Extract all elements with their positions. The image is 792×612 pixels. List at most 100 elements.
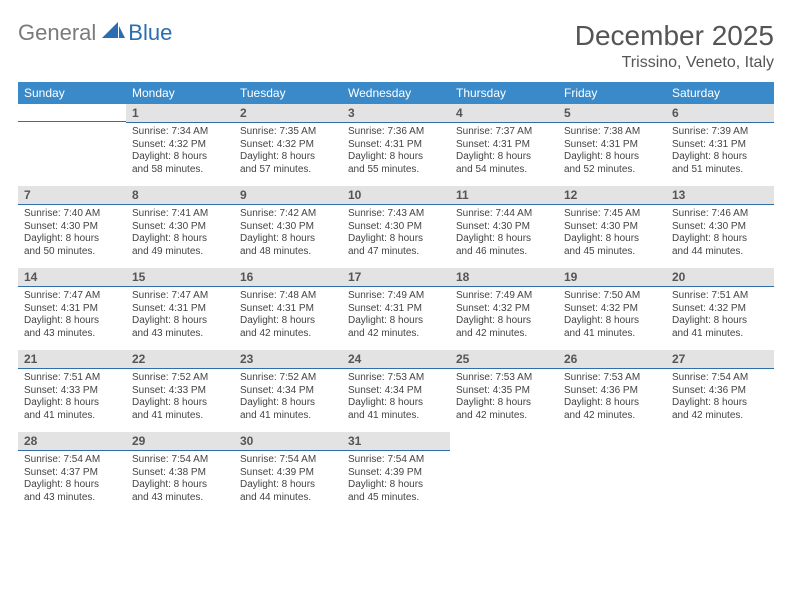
day-number: 30 <box>234 432 342 451</box>
day-details: Sunrise: 7:51 AMSunset: 4:32 PMDaylight:… <box>666 287 774 344</box>
sunrise-text: Sunrise: 7:41 AM <box>132 208 228 221</box>
day-number: 13 <box>666 186 774 205</box>
daylight-text-2: and 46 minutes. <box>456 246 552 259</box>
weekday-header: Tuesday <box>234 82 342 104</box>
sunrise-text: Sunrise: 7:50 AM <box>564 290 660 303</box>
sunset-text: Sunset: 4:37 PM <box>24 467 120 480</box>
daylight-text-2: and 43 minutes. <box>24 328 120 341</box>
daylight-text-1: Daylight: 8 hours <box>24 479 120 492</box>
day-details: Sunrise: 7:41 AMSunset: 4:30 PMDaylight:… <box>126 205 234 262</box>
weekday-header: Sunday <box>18 82 126 104</box>
daylight-text-1: Daylight: 8 hours <box>348 397 444 410</box>
sunrise-text: Sunrise: 7:39 AM <box>672 126 768 139</box>
sunset-text: Sunset: 4:31 PM <box>672 139 768 152</box>
weekday-header: Monday <box>126 82 234 104</box>
daylight-text-1: Daylight: 8 hours <box>240 233 336 246</box>
daylight-text-2: and 44 minutes. <box>240 492 336 505</box>
day-details: Sunrise: 7:54 AMSunset: 4:36 PMDaylight:… <box>666 369 774 426</box>
day-number: 9 <box>234 186 342 205</box>
day-number: 3 <box>342 104 450 123</box>
calendar-cell: 13Sunrise: 7:46 AMSunset: 4:30 PMDayligh… <box>666 186 774 268</box>
sunset-text: Sunset: 4:31 PM <box>348 303 444 316</box>
calendar-cell: 8Sunrise: 7:41 AMSunset: 4:30 PMDaylight… <box>126 186 234 268</box>
daylight-text-1: Daylight: 8 hours <box>24 315 120 328</box>
weekday-header: Friday <box>558 82 666 104</box>
day-number: 12 <box>558 186 666 205</box>
day-details: Sunrise: 7:54 AMSunset: 4:38 PMDaylight:… <box>126 451 234 508</box>
calendar-cell: 20Sunrise: 7:51 AMSunset: 4:32 PMDayligh… <box>666 268 774 350</box>
daylight-text-2: and 42 minutes. <box>456 328 552 341</box>
sunset-text: Sunset: 4:31 PM <box>456 139 552 152</box>
day-details: Sunrise: 7:52 AMSunset: 4:33 PMDaylight:… <box>126 369 234 426</box>
calendar-cell: 9Sunrise: 7:42 AMSunset: 4:30 PMDaylight… <box>234 186 342 268</box>
daylight-text-2: and 45 minutes. <box>348 492 444 505</box>
day-details: Sunrise: 7:44 AMSunset: 4:30 PMDaylight:… <box>450 205 558 262</box>
daylight-text-2: and 48 minutes. <box>240 246 336 259</box>
weekday-header: Wednesday <box>342 82 450 104</box>
sunset-text: Sunset: 4:33 PM <box>24 385 120 398</box>
daylight-text-2: and 49 minutes. <box>132 246 228 259</box>
day-number: 20 <box>666 268 774 287</box>
sunset-text: Sunset: 4:32 PM <box>240 139 336 152</box>
day-details: Sunrise: 7:47 AMSunset: 4:31 PMDaylight:… <box>126 287 234 344</box>
sunset-text: Sunset: 4:35 PM <box>456 385 552 398</box>
daylight-text-1: Daylight: 8 hours <box>240 151 336 164</box>
daylight-text-1: Daylight: 8 hours <box>240 315 336 328</box>
sunset-text: Sunset: 4:30 PM <box>24 221 120 234</box>
day-number: 1 <box>126 104 234 123</box>
weekday-header-row: Sunday Monday Tuesday Wednesday Thursday… <box>18 82 774 104</box>
day-details: Sunrise: 7:54 AMSunset: 4:39 PMDaylight:… <box>342 451 450 508</box>
day-number: 23 <box>234 350 342 369</box>
daylight-text-2: and 41 minutes. <box>132 410 228 423</box>
sunset-text: Sunset: 4:30 PM <box>348 221 444 234</box>
daylight-text-1: Daylight: 8 hours <box>564 151 660 164</box>
sunset-text: Sunset: 4:30 PM <box>240 221 336 234</box>
sunrise-text: Sunrise: 7:49 AM <box>348 290 444 303</box>
daylight-text-1: Daylight: 8 hours <box>564 233 660 246</box>
calendar-cell: 17Sunrise: 7:49 AMSunset: 4:31 PMDayligh… <box>342 268 450 350</box>
calendar-cell: 22Sunrise: 7:52 AMSunset: 4:33 PMDayligh… <box>126 350 234 432</box>
sunrise-text: Sunrise: 7:53 AM <box>348 372 444 385</box>
day-details: Sunrise: 7:49 AMSunset: 4:32 PMDaylight:… <box>450 287 558 344</box>
calendar-cell: 29Sunrise: 7:54 AMSunset: 4:38 PMDayligh… <box>126 432 234 514</box>
day-details: Sunrise: 7:48 AMSunset: 4:31 PMDaylight:… <box>234 287 342 344</box>
sunrise-text: Sunrise: 7:54 AM <box>132 454 228 467</box>
daylight-text-1: Daylight: 8 hours <box>24 397 120 410</box>
day-number: 16 <box>234 268 342 287</box>
calendar-cell: 5Sunrise: 7:38 AMSunset: 4:31 PMDaylight… <box>558 104 666 186</box>
weekday-header: Saturday <box>666 82 774 104</box>
calendar-table: Sunday Monday Tuesday Wednesday Thursday… <box>18 82 774 514</box>
calendar-cell: 28Sunrise: 7:54 AMSunset: 4:37 PMDayligh… <box>18 432 126 514</box>
sunrise-text: Sunrise: 7:54 AM <box>24 454 120 467</box>
sunset-text: Sunset: 4:30 PM <box>672 221 768 234</box>
day-number: 26 <box>558 350 666 369</box>
daylight-text-2: and 42 minutes. <box>672 410 768 423</box>
sunrise-text: Sunrise: 7:36 AM <box>348 126 444 139</box>
sunset-text: Sunset: 4:34 PM <box>348 385 444 398</box>
logo-text-blue: Blue <box>128 20 172 46</box>
sunrise-text: Sunrise: 7:40 AM <box>24 208 120 221</box>
calendar-cell: 14Sunrise: 7:47 AMSunset: 4:31 PMDayligh… <box>18 268 126 350</box>
day-details: Sunrise: 7:36 AMSunset: 4:31 PMDaylight:… <box>342 123 450 180</box>
calendar-cell <box>450 432 558 514</box>
calendar-cell: 21Sunrise: 7:51 AMSunset: 4:33 PMDayligh… <box>18 350 126 432</box>
day-number: 22 <box>126 350 234 369</box>
sunset-text: Sunset: 4:32 PM <box>456 303 552 316</box>
daylight-text-1: Daylight: 8 hours <box>240 479 336 492</box>
day-number: 5 <box>558 104 666 123</box>
day-details: Sunrise: 7:54 AMSunset: 4:39 PMDaylight:… <box>234 451 342 508</box>
day-number: 24 <box>342 350 450 369</box>
day-details: Sunrise: 7:54 AMSunset: 4:37 PMDaylight:… <box>18 451 126 508</box>
empty-day-strip <box>18 104 126 122</box>
day-number: 29 <box>126 432 234 451</box>
daylight-text-1: Daylight: 8 hours <box>672 315 768 328</box>
sunrise-text: Sunrise: 7:49 AM <box>456 290 552 303</box>
daylight-text-1: Daylight: 8 hours <box>132 397 228 410</box>
day-details: Sunrise: 7:53 AMSunset: 4:34 PMDaylight:… <box>342 369 450 426</box>
calendar-cell <box>18 104 126 186</box>
calendar-week-row: 1Sunrise: 7:34 AMSunset: 4:32 PMDaylight… <box>18 104 774 186</box>
day-number: 11 <box>450 186 558 205</box>
daylight-text-2: and 42 minutes. <box>240 328 336 341</box>
sunset-text: Sunset: 4:31 PM <box>348 139 444 152</box>
sunset-text: Sunset: 4:33 PM <box>132 385 228 398</box>
